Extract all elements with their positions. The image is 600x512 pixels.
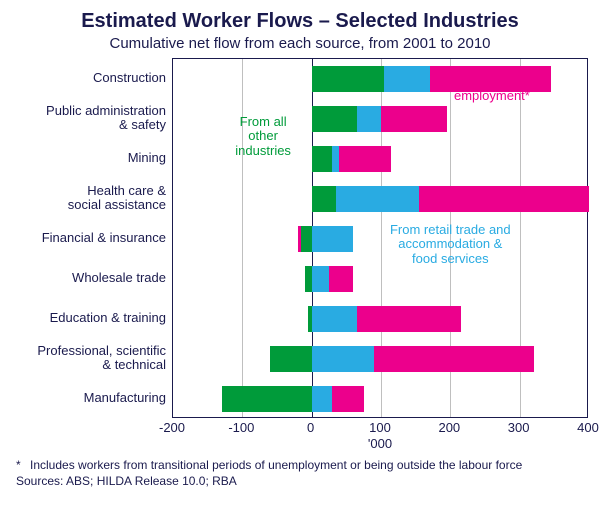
category-label: Financial & insurance xyxy=(12,231,166,245)
plot-area: From allotherindustries From outside ofem… xyxy=(172,58,588,418)
x-tick: 300 xyxy=(508,420,530,435)
bar-segment xyxy=(312,346,374,372)
bar-segment xyxy=(298,226,301,252)
grid-line xyxy=(242,59,243,417)
chart-annotation: From outside ofemployment* xyxy=(417,75,567,104)
footnote: * Includes workers from transitional per… xyxy=(16,458,584,472)
x-tick: 100 xyxy=(369,420,391,435)
chart-container: Estimated Worker Flows – Selected Indust… xyxy=(0,0,600,512)
chart-annotation: From allotherindustries xyxy=(208,115,318,158)
x-tick: 400 xyxy=(577,420,599,435)
bar-segment xyxy=(332,146,339,172)
bar-segment xyxy=(312,226,354,252)
category-label: Wholesale trade xyxy=(12,271,166,285)
bar-segment xyxy=(381,106,447,132)
y-axis-labels: Construction Public administration& safet… xyxy=(12,58,172,418)
x-tick: 200 xyxy=(438,420,460,435)
category-label: Professional, scientific& technical xyxy=(12,344,166,371)
x-tick: -100 xyxy=(228,420,254,435)
bar-segment xyxy=(357,306,461,332)
category-label: Mining xyxy=(12,151,166,165)
bar-segment xyxy=(336,186,419,212)
chart-title: Estimated Worker Flows – Selected Indust… xyxy=(12,10,588,33)
x-axis-unit: '000 xyxy=(368,436,392,451)
plot-row: Construction Public administration& safet… xyxy=(12,58,588,418)
category-label: Manufacturing xyxy=(12,391,166,405)
x-tick: 0 xyxy=(307,420,314,435)
bar-segment xyxy=(419,186,589,212)
bar-segment xyxy=(312,66,385,92)
bar-segment xyxy=(312,266,329,292)
bar-segment xyxy=(312,386,333,412)
bar-segment xyxy=(332,386,363,412)
bar-segment xyxy=(329,266,353,292)
footnote-text: Includes workers from transitional perio… xyxy=(30,458,522,472)
bar-segment xyxy=(339,146,391,172)
category-label: Health care &social assistance xyxy=(12,184,166,211)
category-label: Construction xyxy=(12,71,166,85)
bar-segment xyxy=(301,226,311,252)
chart-subtitle: Cumulative net flow from each source, fr… xyxy=(12,35,588,52)
bar-segment xyxy=(357,106,381,132)
bar-segment xyxy=(312,186,336,212)
x-tick: -200 xyxy=(159,420,185,435)
bar-segment xyxy=(305,266,312,292)
category-label: Education & training xyxy=(12,311,166,325)
bar-segment xyxy=(312,306,357,332)
footnote-mark: * xyxy=(16,458,30,472)
chart-annotation: From retail trade andaccommodation &food… xyxy=(350,223,550,266)
bar-segment xyxy=(270,346,312,372)
bar-segment xyxy=(312,106,357,132)
x-axis: '000 -200-1000100200300400 xyxy=(172,418,588,456)
category-label: Public administration& safety xyxy=(12,104,166,131)
bar-segment xyxy=(374,346,533,372)
bar-segment xyxy=(222,386,312,412)
sources-text: Sources: ABS; HILDA Release 10.0; RBA xyxy=(16,474,584,488)
